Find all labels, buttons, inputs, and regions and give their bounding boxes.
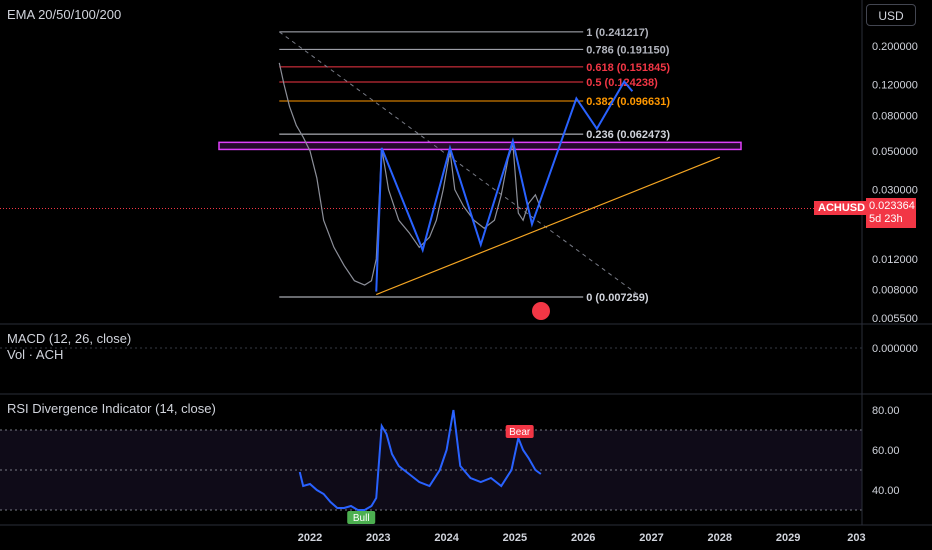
fib-label: 0.5 (0.124238) [586,77,658,89]
fib-label: 0.236 (0.062473) [586,129,670,141]
x-tick-label: 2027 [639,532,663,544]
x-tick-label: 2023 [366,532,390,544]
rsi-series [298,409,542,511]
badge-label: Bull [353,513,370,524]
fib-trend-line [278,31,642,298]
x-tick-label: 2025 [503,532,527,544]
bar-countdown: 5d 23h [869,213,903,225]
x-tick-label: 2026 [571,532,595,544]
y-tick-label: 60.00 [872,445,900,457]
y-tick-label: 0.080000 [872,110,918,122]
y-tick-label: 40.00 [872,485,900,497]
main-pane-title: EMA 20/50/100/200 [7,7,122,22]
bull-badge [347,511,376,524]
x-tick-label: 2024 [434,532,459,544]
y-tick-label: 0.008000 [872,285,918,297]
event-flag-icon [532,302,550,320]
y-tick-label: 0.050000 [872,146,918,158]
last-price: 0.023364 [869,200,915,212]
y-tick-label: 0.012000 [872,254,918,266]
x-tick-label: 2028 [708,532,732,544]
price-pane: 1 (0.241217) 0.786 (0.191150) 0.618 (0.151… [0,27,862,320]
bear-badge [505,425,534,438]
fib-label: 0 (0.007259) [586,292,649,304]
y-tick-label: 80.00 [872,405,900,417]
y-tick-label: 0.030000 [872,185,918,197]
fib-label: 1 (0.241217) [586,27,649,39]
projection-path [375,79,634,292]
macd-pane-title: MACD (12, 26, close) [7,331,132,346]
resistance-zone [218,141,742,151]
x-tick-label: 203 [847,532,865,544]
fib-label: 0.618 (0.151845) [586,62,670,74]
vol-pane-title: Vol · ACH [7,347,64,362]
fib-label: 0.786 (0.191150) [586,44,670,56]
last-price-box: 0.023364 5d 23h [866,198,916,228]
y-tick-label: 0.120000 [872,80,918,92]
x-tick-label: 2022 [298,532,322,544]
symbol-tag: ACHUSD [814,201,870,215]
support-trendline [376,156,721,296]
rsi-pane-title: RSI Divergence Indicator (14, close) [7,401,216,416]
badge-label: Bear [509,427,531,438]
rsi-pane: Bull Bear [0,409,862,524]
x-tick-label: 2029 [776,532,800,544]
fib-label: 0.382 (0.096631) [586,96,670,108]
y-tick-label: 0.200000 [872,41,918,53]
currency-button[interactable]: USD [866,4,916,26]
y-tick-label: 0.000000 [872,343,918,355]
y-tick-label: 0.005500 [872,313,918,325]
